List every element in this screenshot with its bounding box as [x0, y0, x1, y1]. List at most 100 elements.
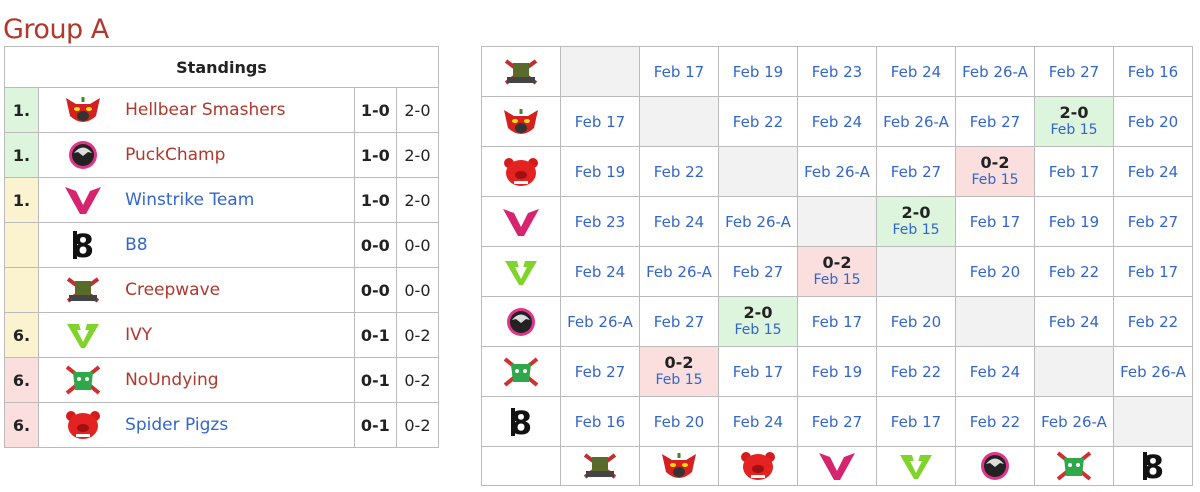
noundying-logo-icon[interactable] [63, 364, 103, 396]
match-date-cell[interactable]: Feb 27 [797, 396, 877, 447]
match-date-cell[interactable]: Feb 17 [560, 96, 640, 147]
puckchamp-logo-icon[interactable] [481, 296, 561, 347]
match-date-cell[interactable]: Feb 22 [1034, 246, 1114, 297]
match-date-cell[interactable]: Feb 26-A [718, 196, 798, 247]
match-date-cell[interactable]: Feb 24 [955, 346, 1035, 397]
match-date[interactable]: Feb 15 [892, 222, 940, 238]
creepwave-logo-icon[interactable] [481, 46, 561, 97]
series-record: 1-0 [353, 177, 397, 223]
match-date-cell[interactable]: Feb 27 [718, 246, 798, 297]
match-date-cell[interactable]: Feb 26-A [1034, 396, 1114, 447]
match-date-cell[interactable]: Feb 26-A [560, 296, 640, 347]
b8-logo-icon[interactable]: 8 [481, 396, 561, 447]
spiderpigzs-logo-icon[interactable] [718, 446, 798, 486]
match-date-cell[interactable]: Feb 26-A [876, 96, 956, 147]
series-record: 0-1 [353, 402, 397, 448]
match-date-cell[interactable]: Feb 20 [639, 396, 719, 447]
match-date-cell[interactable]: Feb 17 [1113, 246, 1193, 297]
match-date-cell[interactable]: Feb 16 [560, 396, 640, 447]
match-date[interactable]: Feb 15 [971, 172, 1019, 188]
match-date-cell[interactable]: Feb 27 [955, 96, 1035, 147]
match-date-cell[interactable]: Feb 24 [876, 46, 956, 97]
match-result-cell[interactable]: 2-0 Feb 15 [1034, 96, 1114, 147]
puckchamp-logo-icon[interactable] [63, 140, 103, 170]
team-link[interactable]: Winstrike Team [125, 190, 255, 210]
match-date-cell[interactable]: Feb 24 [1034, 296, 1114, 347]
match-date-cell[interactable]: Feb 23 [560, 196, 640, 247]
winstrike-logo-icon[interactable] [63, 185, 103, 215]
spiderpigzs-logo-icon[interactable] [481, 146, 561, 197]
hellbear-logo-icon[interactable] [63, 94, 103, 126]
match-date-cell[interactable]: Feb 27 [560, 346, 640, 397]
match-date[interactable]: Feb 15 [655, 372, 703, 388]
match-date-cell[interactable]: Feb 22 [718, 96, 798, 147]
team-link[interactable]: IVY [125, 325, 153, 345]
team-link[interactable]: PuckChamp [125, 145, 226, 165]
series-record: 0-1 [353, 357, 397, 403]
match-date-cell[interactable]: Feb 22 [955, 396, 1035, 447]
match-date-cell[interactable]: Feb 26-A [797, 146, 877, 197]
match-date-cell[interactable]: Feb 24 [718, 396, 798, 447]
noundying-logo-icon[interactable] [1034, 446, 1114, 486]
match-date-cell[interactable]: Feb 17 [1034, 146, 1114, 197]
match-date[interactable]: Feb 15 [734, 322, 782, 338]
ivy-logo-icon[interactable] [481, 246, 561, 297]
match-result-cell[interactable]: 2-0 Feb 15 [876, 196, 956, 247]
match-date-cell[interactable]: Feb 26-A [1113, 346, 1193, 397]
match-date-cell[interactable]: Feb 19 [718, 46, 798, 97]
creepwave-logo-icon[interactable] [560, 446, 640, 486]
match-date-cell[interactable]: Feb 17 [876, 396, 956, 447]
team-link[interactable]: Hellbear Smashers [125, 100, 286, 120]
match-date-cell[interactable]: Feb 27 [1034, 46, 1114, 97]
match-date-cell[interactable]: Feb 19 [560, 146, 640, 197]
match-date-cell[interactable]: Feb 27 [876, 146, 956, 197]
match-date-cell[interactable]: Feb 17 [718, 346, 798, 397]
match-date-cell[interactable]: Feb 24 [1113, 146, 1193, 197]
match-result-cell[interactable]: 0-2 Feb 15 [955, 146, 1035, 197]
match-result-cell[interactable]: 0-2 Feb 15 [797, 246, 877, 297]
match-result-cell[interactable]: 2-0 Feb 15 [718, 296, 798, 347]
match-date-cell[interactable]: Feb 27 [1113, 196, 1193, 247]
match-date-cell[interactable]: Feb 19 [1034, 196, 1114, 247]
team-link[interactable]: NoUndying [125, 370, 219, 390]
winstrike-logo-icon[interactable] [481, 196, 561, 247]
match-date-cell[interactable]: Feb 22 [1113, 296, 1193, 347]
match-date[interactable]: Feb 15 [1050, 122, 1098, 138]
match-date-cell[interactable]: Feb 24 [560, 246, 640, 297]
match-date-cell[interactable]: Feb 19 [797, 346, 877, 397]
match-date-cell[interactable]: Feb 20 [1113, 96, 1193, 147]
creepwave-logo-icon[interactable] [63, 275, 103, 305]
ivy-logo-icon[interactable] [876, 446, 956, 486]
match-date-cell[interactable]: Feb 26-A [955, 46, 1035, 97]
ivy-logo-icon[interactable] [63, 320, 103, 350]
team-link[interactable]: B8 [125, 235, 148, 255]
match-date-cell[interactable]: Feb 24 [639, 196, 719, 247]
b8-logo-icon[interactable]: 8 [1113, 446, 1193, 486]
b8-logo-icon[interactable]: 8 [63, 229, 103, 261]
match-date-cell[interactable]: Feb 20 [876, 296, 956, 347]
hellbear-logo-icon[interactable] [639, 446, 719, 486]
winstrike-logo-icon[interactable] [797, 446, 877, 486]
match-date-cell[interactable]: Feb 17 [797, 296, 877, 347]
team-link[interactable]: Creepwave [125, 280, 221, 300]
game-record: 0-0 [395, 222, 440, 268]
puckchamp-logo-icon[interactable] [955, 446, 1035, 486]
match-result-cell[interactable]: 0-2 Feb 15 [639, 346, 719, 397]
match-date[interactable]: Feb 15 [813, 272, 861, 288]
match-date-cell[interactable]: Feb 17 [639, 46, 719, 97]
match-date-cell[interactable]: Feb 20 [955, 246, 1035, 297]
match-date-cell[interactable]: Feb 22 [876, 346, 956, 397]
match-date-cell[interactable]: Feb 24 [797, 96, 877, 147]
match-date-cell[interactable]: Feb 23 [797, 46, 877, 97]
match-date-cell[interactable]: Feb 17 [955, 196, 1035, 247]
match-date-cell[interactable]: Feb 16 [1113, 46, 1193, 97]
spiderpigzs-logo-icon[interactable] [63, 409, 103, 441]
team-link[interactable]: Spider Pigzs [125, 415, 229, 435]
svg-text:8: 8 [72, 229, 94, 261]
hellbear-logo-icon[interactable] [481, 96, 561, 147]
noundying-logo-icon[interactable] [481, 346, 561, 397]
match-date-cell[interactable]: Feb 22 [639, 146, 719, 197]
match-date-cell[interactable]: Feb 27 [639, 296, 719, 347]
match-date-cell[interactable]: Feb 26-A [639, 246, 719, 297]
rank-cell: 1. [3, 177, 40, 223]
